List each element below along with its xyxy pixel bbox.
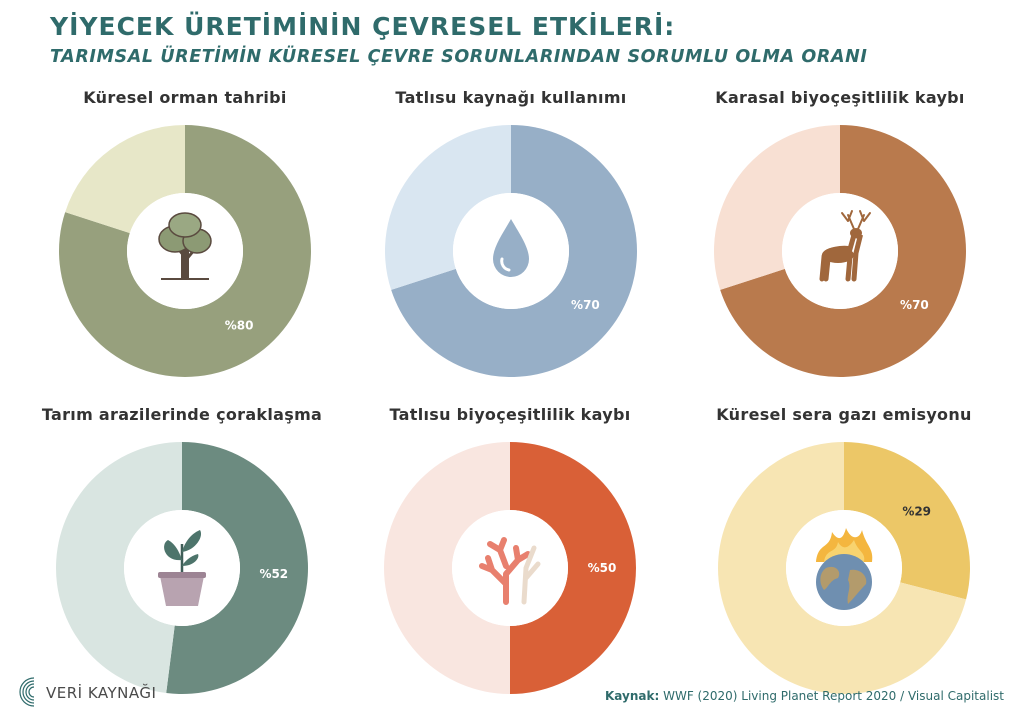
logo-text: VERİ KAYNAĞI	[46, 684, 157, 702]
chart-panel-greenhouse-gas: Küresel sera gazı emisyonu %29	[684, 405, 1004, 705]
chart-title: Tatlısu kaynağı kullanımı	[395, 88, 627, 107]
water-drop-icon	[493, 219, 529, 277]
burning-globe-icon	[816, 528, 873, 610]
slice-rest	[65, 125, 185, 234]
slice-rest	[384, 442, 510, 694]
source-text: WWF (2020) Living Planet Report 2020 / V…	[663, 689, 1004, 703]
slice-share	[510, 442, 636, 694]
slice-share	[166, 442, 308, 694]
donut-chart: %80	[58, 125, 311, 378]
logo: VERİ KAYNAĞI	[14, 672, 157, 712]
chart-panel-forest: Küresel orman tahribi %80	[25, 88, 345, 388]
source-label: Kaynak:	[604, 689, 660, 703]
chart-panel-desertification: Tarım arazilerinde çoraklaşma %52	[22, 405, 342, 705]
slice-share	[58, 125, 311, 378]
chart-title: Küresel sera gazı emisyonu	[716, 405, 972, 424]
slice-label: %70	[571, 298, 600, 312]
slice-rest	[714, 125, 840, 290]
slice-label: %29	[902, 505, 931, 519]
chart-title: Tarım arazilerinde çoraklaşma	[41, 405, 323, 424]
page-subtitle: TARIMSAL ÜRETİMİN KÜRESEL ÇEVRE SORUNLAR…	[50, 47, 868, 67]
donut-chart: %29	[718, 442, 970, 694]
slice-rest	[55, 442, 183, 694]
donut-chart: %70	[385, 125, 637, 377]
slice-label: %80	[225, 318, 254, 332]
slice-share	[391, 125, 637, 377]
slice-rest	[718, 442, 967, 694]
slice-label: %52	[259, 567, 288, 581]
logo-icon	[19, 677, 35, 707]
chart-panel-freshwater-use: Tatlısu kaynağı kullanımı %70	[351, 88, 671, 388]
chart-title: Küresel orman tahribi	[83, 88, 287, 107]
donut-chart: %50	[384, 442, 636, 694]
slice-rest	[385, 125, 511, 290]
deer-icon	[819, 210, 871, 282]
chart-title: Tatlısu biyoçeşitlilik kaybı	[389, 405, 631, 424]
coral-icon	[479, 537, 541, 605]
slice-label: %50	[588, 561, 617, 575]
chart-panel-freshwater-biodiversity: Tatlısu biyoçeşitlilik kaybı %50	[350, 405, 670, 705]
tree-icon	[158, 212, 212, 280]
slice-share	[844, 442, 970, 600]
donut-chart: %52	[55, 442, 308, 694]
source-note: Kaynak: WWF (2020) Living Planet Report …	[605, 689, 1004, 703]
chart-panel-terrestrial-biodiversity: Karasal biyoçeşitlilik kaybı %70	[680, 88, 1000, 388]
potted-plant-icon	[158, 530, 206, 606]
slice-label: %70	[900, 298, 929, 312]
slice-share	[720, 125, 966, 377]
page-title: YİYECEK ÜRETİMİNİN ÇEVRESEL ETKİLERİ:	[50, 12, 676, 41]
donut-chart: %70	[714, 125, 966, 377]
chart-title: Karasal biyoçeşitlilik kaybı	[715, 88, 965, 107]
